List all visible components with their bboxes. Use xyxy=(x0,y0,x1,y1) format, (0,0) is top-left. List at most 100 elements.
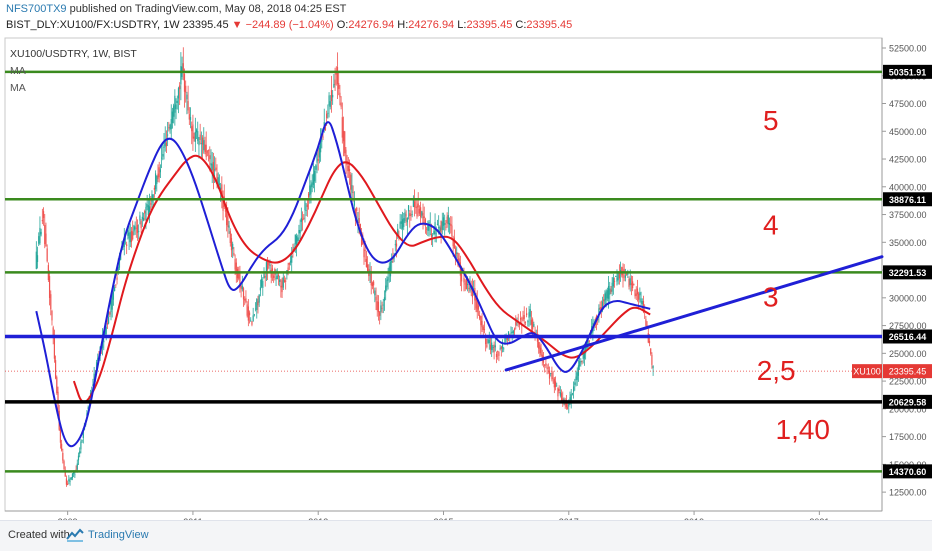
zone-annotation[interactable]: 2,5 xyxy=(757,355,796,386)
level-price-tag xyxy=(883,64,932,79)
candle-body xyxy=(444,223,446,225)
candle-body xyxy=(75,469,77,471)
candle-body xyxy=(466,284,469,285)
candle-body xyxy=(587,339,589,347)
candle-body xyxy=(513,328,516,331)
candle-body xyxy=(199,134,201,141)
zone-annotation[interactable]: 5 xyxy=(763,105,779,136)
candle-body xyxy=(588,340,590,342)
candle-body xyxy=(636,288,639,295)
candle-body xyxy=(50,294,52,310)
candle-body xyxy=(616,277,618,282)
candle-body xyxy=(175,104,177,109)
candle-body xyxy=(393,256,395,259)
candle-body xyxy=(421,211,423,216)
candle-body xyxy=(306,204,308,208)
candle-body xyxy=(193,136,195,139)
candle-body xyxy=(301,219,304,221)
price-chart[interactable]: 52500.0050000.0047500.0045000.0042500.00… xyxy=(0,0,932,520)
candle-body xyxy=(533,324,535,327)
candle-body xyxy=(298,229,300,234)
candle-body xyxy=(239,271,241,287)
candle-body xyxy=(392,257,394,260)
candle-body xyxy=(632,281,634,289)
candle-body xyxy=(342,130,345,142)
horizontal-levels[interactable] xyxy=(5,70,882,473)
candle-body xyxy=(80,441,82,450)
candle-body xyxy=(234,259,236,270)
candle-body xyxy=(526,313,528,316)
candle-body xyxy=(265,262,268,272)
candle-body xyxy=(154,173,157,190)
candle-body xyxy=(207,149,210,151)
candle-body xyxy=(374,290,376,296)
zone-annotation[interactable]: 4 xyxy=(763,210,779,241)
candle-body xyxy=(339,92,341,98)
candle-body xyxy=(510,332,512,334)
price-tick-label: 45000.00 xyxy=(889,127,927,137)
candle-body xyxy=(52,327,54,339)
candle-body xyxy=(468,287,470,289)
candle-body xyxy=(638,293,640,300)
candle-body xyxy=(606,290,608,299)
ma-slow-line[interactable] xyxy=(72,154,651,403)
candle-body xyxy=(340,102,342,107)
zone-annotation[interactable]: 3 xyxy=(763,282,779,313)
level-price-label: 14370.60 xyxy=(889,467,927,477)
legend-ma-fast[interactable]: MA xyxy=(10,65,26,77)
ma-fast-line[interactable] xyxy=(35,121,651,448)
price-tick-label: 22500.00 xyxy=(889,377,927,387)
candle-body xyxy=(315,165,317,170)
candle-body xyxy=(386,279,388,288)
candle-body xyxy=(329,101,331,107)
candle-body xyxy=(288,262,290,265)
candle-body xyxy=(109,312,111,315)
candle-body xyxy=(117,267,119,271)
tradingview-logo-icon[interactable] xyxy=(66,528,84,542)
candle-body xyxy=(400,221,402,224)
candle-body xyxy=(560,393,563,401)
candle-body xyxy=(189,117,192,121)
candle-body xyxy=(615,276,617,277)
candle-body xyxy=(410,214,412,216)
candle-body xyxy=(235,262,237,275)
candle-body xyxy=(76,463,78,470)
legend-ma-slow[interactable]: MA xyxy=(10,82,26,94)
candle-body xyxy=(450,224,452,226)
candle-body xyxy=(485,338,487,345)
price-tick-label: 25000.00 xyxy=(889,349,927,359)
candle-body xyxy=(504,336,506,344)
candle-body xyxy=(289,260,292,263)
candle-body xyxy=(530,319,533,325)
candle-body xyxy=(497,351,499,352)
candle-body xyxy=(129,232,131,243)
author-link[interactable]: NFS700TX9 xyxy=(6,3,67,15)
candle-body xyxy=(82,428,84,438)
candle-body xyxy=(320,140,322,153)
candle-body xyxy=(518,324,520,326)
symbol-bar: BIST_DLY:XU100/FX:USDTRY, 1W 23395.45 ▼ … xyxy=(6,19,572,31)
candle-body xyxy=(650,348,652,354)
trendline[interactable] xyxy=(504,255,884,372)
candle-body xyxy=(92,384,94,387)
candle-body xyxy=(53,335,55,359)
candle-body xyxy=(197,131,199,141)
trendline-segment[interactable] xyxy=(504,255,884,372)
candle-body xyxy=(312,173,314,185)
level-price-label: 20629.58 xyxy=(889,397,927,407)
candle-body xyxy=(176,100,178,104)
candle-body xyxy=(345,149,347,161)
candle-body xyxy=(624,275,627,278)
price-tick-label: 40000.00 xyxy=(889,182,927,192)
candle-body xyxy=(158,167,160,178)
candle-body xyxy=(295,235,298,246)
tradingview-brand[interactable]: TradingView xyxy=(88,529,149,541)
close-label: C: xyxy=(515,19,527,31)
zone-annotation[interactable]: 1,40 xyxy=(776,414,831,445)
candle-body xyxy=(67,483,69,485)
candle-body xyxy=(63,461,65,470)
candle-body xyxy=(110,300,112,313)
candle-body xyxy=(640,298,642,303)
candle-body xyxy=(415,207,417,208)
time-tick-label: 2009 xyxy=(58,517,78,520)
